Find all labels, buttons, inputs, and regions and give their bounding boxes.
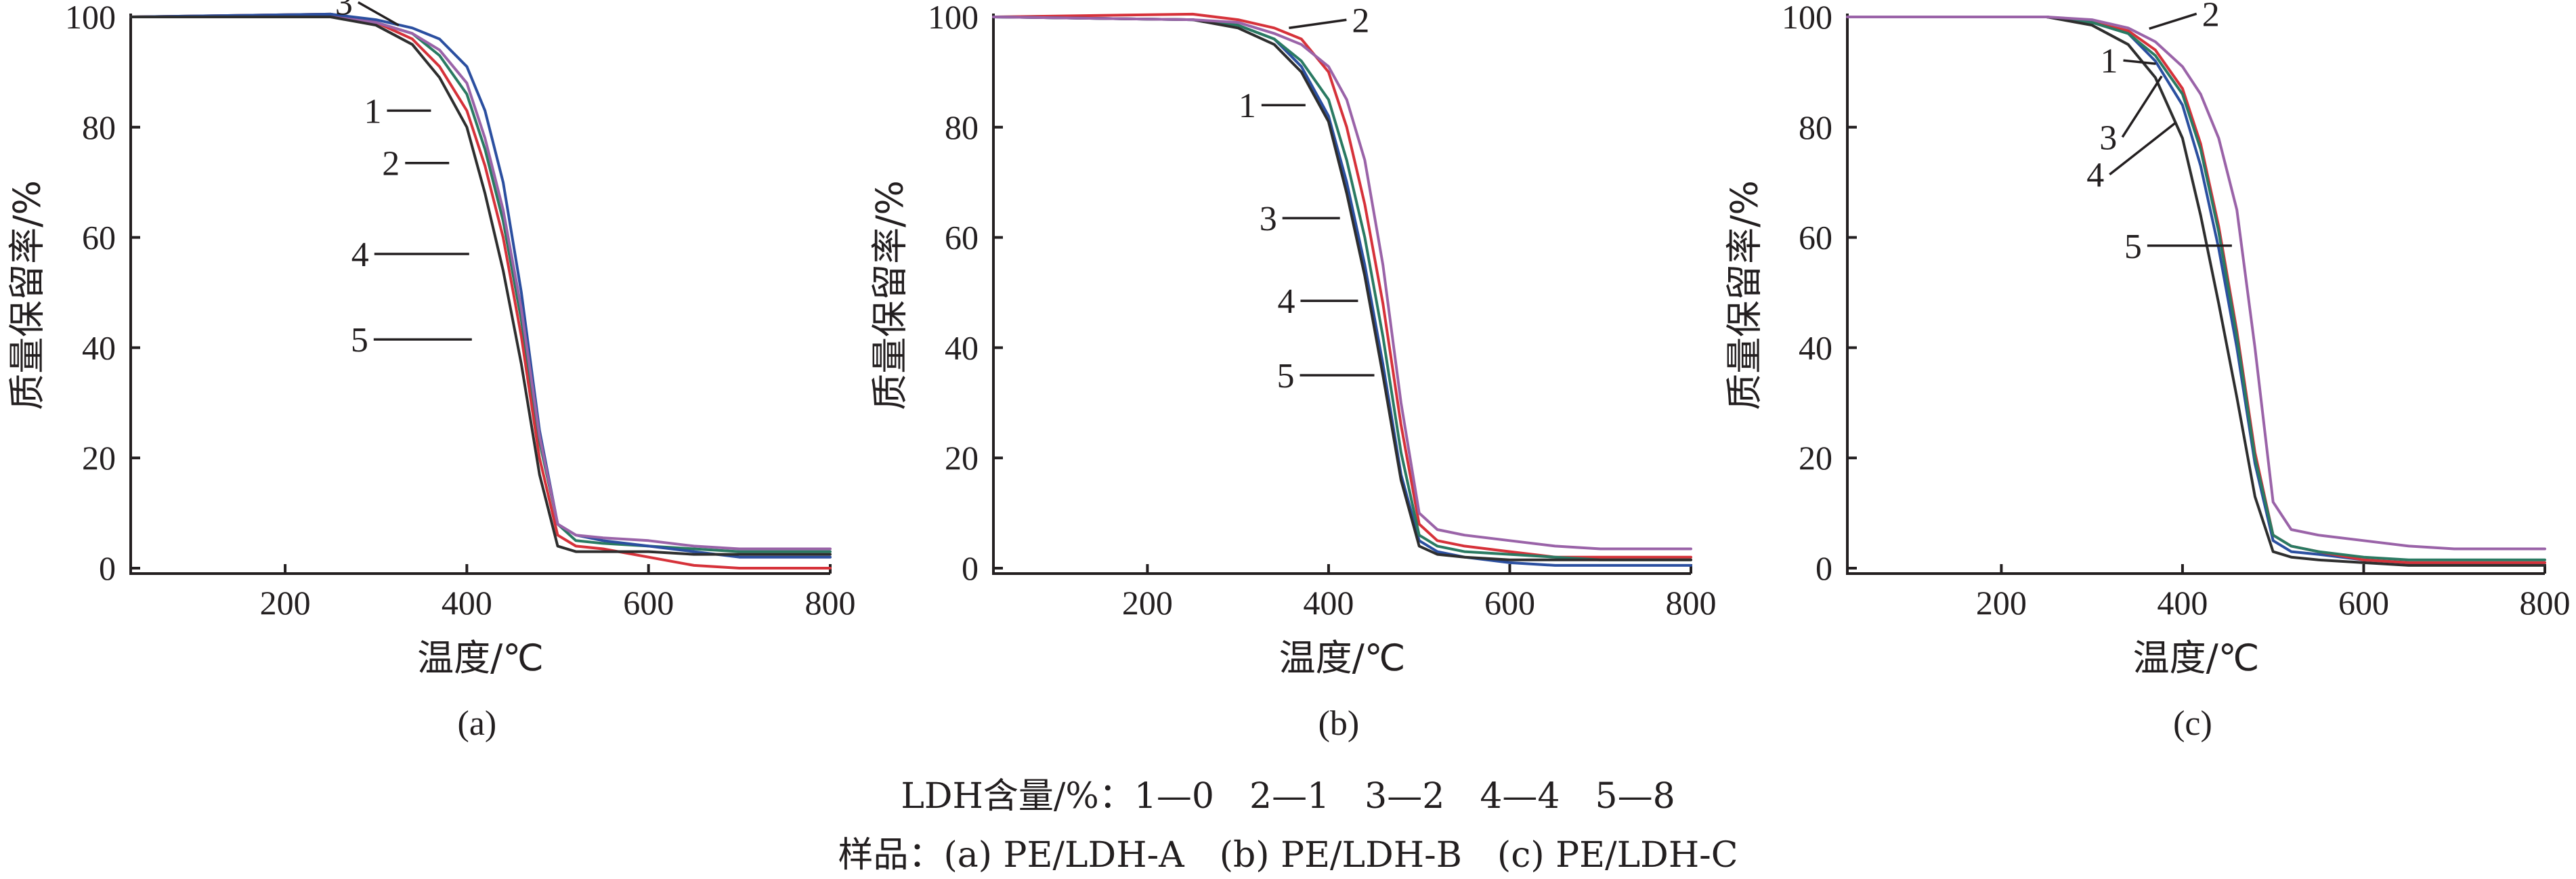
callout-label: 5 [351, 321, 368, 360]
callout-label: 2 [382, 145, 400, 184]
series-line-1 [129, 12, 832, 553]
y-axis-label: 质量保留率/% [869, 180, 911, 410]
y-tick-label: 0 [1816, 549, 1832, 587]
y-axis-label: 质量保留率/% [1723, 180, 1766, 410]
callout-label: 3 [2099, 119, 2117, 157]
callout-leader [358, 1, 400, 26]
callout-leader [1289, 18, 1347, 30]
x-tick-label: 800 [805, 584, 856, 622]
series-line-4 [129, 16, 832, 551]
axis-frame [1846, 14, 2545, 575]
callout-label: 4 [351, 236, 369, 274]
x-tick-label: 200 [1976, 584, 2027, 622]
callout-label: 3 [335, 0, 353, 22]
x-tick-label: 400 [2157, 584, 2208, 622]
y-tick-label: 60 [82, 219, 116, 257]
callout-label: 1 [2101, 42, 2118, 81]
series-line-2 [129, 12, 832, 570]
y-tick-label: 80 [1799, 108, 1832, 146]
callout-leader [2123, 59, 2156, 65]
callout-leader [2121, 75, 2163, 138]
x-tick-label: 400 [1303, 584, 1354, 622]
x-tick-label: 600 [623, 584, 674, 622]
x-axis-label: 温度/℃ [1279, 637, 1406, 679]
series-line-5 [992, 16, 1692, 551]
y-axis-label: 质量保留率/% [6, 180, 49, 410]
x-axis-label: 温度/℃ [2133, 637, 2260, 679]
callout-leader [2109, 122, 2176, 176]
y-tick-label: 60 [1799, 219, 1832, 257]
y-tick-label: 100 [1782, 0, 1832, 36]
x-tick-label: 800 [1666, 584, 1717, 622]
panel-a: 200 400 600 800 0 20 40 60 80 100 温度/℃ 质量保留率/% (a) 3 1… [6, 0, 856, 743]
series-line-3 [1846, 16, 2546, 561]
axis-frame [992, 14, 1691, 575]
x-tick-label: 400 [442, 584, 492, 622]
y-tick-label: 80 [82, 108, 116, 146]
callout-label: 1 [1239, 87, 1256, 125]
callout-label: 4 [2086, 156, 2104, 195]
y-tick-label: 40 [945, 328, 979, 366]
y-tick-label: 0 [99, 549, 116, 587]
callout-label: 4 [1277, 282, 1295, 321]
y-tick-label: 40 [1799, 328, 1832, 366]
series-line-1 [992, 16, 1692, 567]
callout-label: 3 [1260, 200, 1277, 238]
y-tick-label: 20 [1799, 439, 1832, 477]
series-line-3 [992, 16, 1692, 561]
panel-b: 200 400 600 800 0 20 40 60 80 100 温度/℃ 质量保留率/% (b) 2 1… [869, 0, 1717, 743]
y-tick-label: 20 [82, 439, 116, 477]
y-tick-label: 80 [945, 108, 979, 146]
x-axis-label: 温度/℃ [417, 637, 544, 679]
series-line-4 [992, 16, 1692, 561]
x-tick-label: 200 [1122, 584, 1173, 622]
x-tick-label: 600 [1484, 584, 1535, 622]
series-line-2 [1846, 16, 2546, 564]
callout-label: 2 [2202, 0, 2220, 34]
callout-leader [2149, 12, 2197, 30]
y-tick-label: 60 [945, 219, 979, 257]
series-line-1 [1846, 16, 2546, 564]
series-line-3 [129, 12, 832, 559]
axis-frame [129, 14, 830, 575]
panel-label: (b) [1318, 704, 1360, 743]
callout-label: 1 [364, 92, 381, 131]
legend-samples: 样品：(a) PE/LDH-A (b) PE/LDH-B (c) PE/LDH-… [838, 835, 1738, 876]
y-tick-label: 100 [928, 0, 979, 36]
legend-ldh-content: LDH含量/%：1—0 2—1 3—2 4—4 5—8 [901, 776, 1675, 817]
series-line-2 [992, 12, 1692, 559]
y-tick-label: 40 [82, 328, 116, 366]
series-line-4 [1846, 16, 2546, 567]
series-line-5 [129, 16, 832, 556]
panel-label: (c) [2173, 704, 2212, 743]
callout-label: 2 [1352, 1, 1369, 40]
x-tick-label: 200 [260, 584, 311, 622]
callout-label: 5 [2124, 228, 2142, 266]
y-tick-label: 20 [945, 439, 979, 477]
panel-label: (a) [458, 704, 497, 743]
callout-label: 5 [1277, 357, 1295, 395]
panel-c: 200 400 600 800 0 20 40 60 80 100 温度/℃ 质量保留率/% (c) 2 1… [1723, 0, 2571, 743]
series-line-5 [1846, 16, 2546, 551]
x-tick-label: 600 [2338, 584, 2389, 622]
x-tick-label: 800 [2520, 584, 2571, 622]
y-tick-label: 100 [65, 0, 116, 36]
y-tick-label: 0 [962, 549, 979, 587]
